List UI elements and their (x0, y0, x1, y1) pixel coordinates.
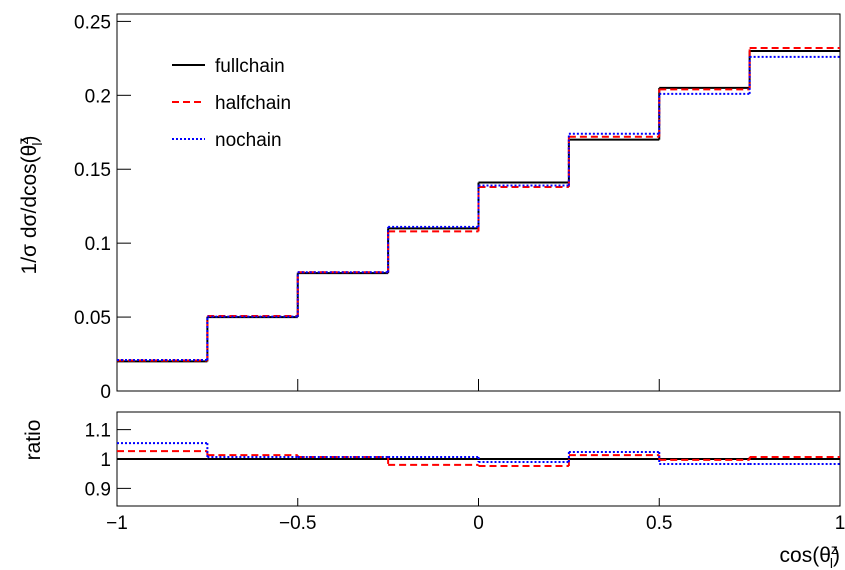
x-title-sub: l (830, 555, 833, 570)
y-tick-label: 0.15 (74, 160, 111, 181)
y-tick-label: 0.1 (85, 234, 111, 255)
x-axis-title: cos(θz l) (780, 541, 840, 570)
x-tick-label: −0.5 (279, 513, 317, 534)
y-axis-title: 1/σ dσ/dcos(θzl) (15, 136, 45, 275)
y-title-sub: l (29, 143, 45, 146)
legend-label: fullchain (215, 56, 285, 77)
y-tick-label: 1 (100, 450, 111, 471)
y-title-sup: z (15, 138, 31, 145)
y-tick-label: 0.25 (74, 12, 111, 33)
x-tick-label: −1 (106, 513, 128, 534)
y-tick-label: 1.1 (85, 421, 111, 442)
x-title-close: ) (833, 544, 840, 567)
y-tick-label: 0.9 (85, 479, 111, 500)
y-title-text: 1/σ dσ/dcos(θ (18, 145, 41, 275)
ratio-axis-title: ratio (22, 420, 45, 461)
x-tick-label: 0.5 (646, 513, 672, 534)
y-title-close: ) (18, 136, 41, 143)
y-tick-label: 0.2 (85, 86, 111, 107)
x-tick-label: 1 (835, 513, 845, 534)
x-title-text: cos(θ (780, 544, 831, 567)
x-tick-label: 0 (473, 513, 484, 534)
x-title-sup: z (831, 541, 838, 557)
y-tick-label: 0 (100, 382, 111, 403)
legend-label: nochain (215, 130, 282, 151)
legend-label: halfchain (215, 93, 291, 114)
y-tick-label: 0.05 (74, 308, 111, 329)
